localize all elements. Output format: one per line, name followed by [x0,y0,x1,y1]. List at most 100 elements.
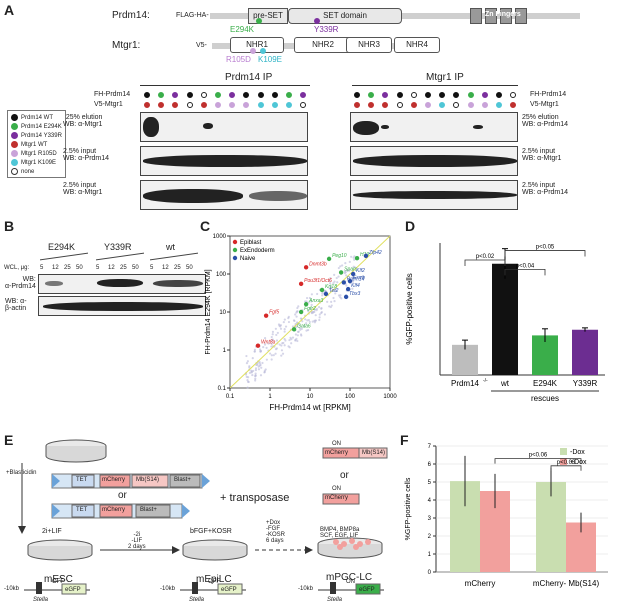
scatter-bg-point [283,330,286,333]
nhr1-domain: NHR1 [230,37,284,53]
lane-dot [410,92,417,98]
d-pvalue: p<0.02 [476,254,495,260]
scatter-bg-point [295,325,298,329]
scatter-bg-point [246,386,249,389]
d-category-label: wt [500,379,510,388]
scatter-bg-point [246,360,249,363]
f-legend-swatch [560,448,567,455]
blot-label-right-3: 2.5% input WB: α-Prdm14 [522,182,569,196]
scatter-bg-point [309,307,312,310]
scatter-bg-point [336,281,339,284]
scatter-ylabel: FH-Prdm14 E294K [RPKM] [205,269,212,354]
e-mb-1: Mb(S14) [136,477,160,483]
legend-a-dot [11,159,18,166]
mtgr1-ip-title: Mtgr1 IP [426,72,464,83]
lane-dot [354,92,360,98]
lane-dot [410,102,417,108]
scatter-bg-point [270,358,273,361]
legend-a-label: Prdm14 E294K [21,124,62,131]
scatter-bg-point [294,313,297,316]
scatter-bg-point [282,321,285,324]
scatter-bg-point [353,255,356,258]
panel-a-legend: Prdm14 WT Prdm14 E294K Prdm14 Y339R Mtgr1 W… [7,110,66,178]
panel-label-c: C [200,218,211,234]
scatter-bg-point [280,344,283,347]
scatter-point-label: Peg10 [332,253,347,259]
scatter-xlabel: FH-Prdm14 wt [RPKM] [269,403,350,412]
scatter-bg-point [271,330,275,333]
legend-a-item: none [11,168,34,175]
legend-a-item: Mtgr1 R105D [11,150,57,157]
e-egfp-1: eGFP [65,587,81,593]
scatter-bg-point [248,371,252,374]
e-step2b: bFGF+KOSR [190,528,232,535]
scatter-bg-point [257,368,261,371]
e-on-top-1: ON [332,441,341,447]
scatter-point [298,281,304,287]
scatter-bg-point [259,374,263,377]
legend-a-dot [11,132,18,139]
scatter-bg-point [270,342,273,346]
e294k-label: E294K [230,25,255,34]
mtgr1-ip-line [352,85,518,86]
scatter-bg-point [287,320,291,324]
e-mcherry-top-1: mCherry [325,450,349,456]
scatter-bg-point [281,352,285,355]
scatter-point [350,271,356,277]
scatter-point [354,256,360,261]
legend-a-dot [11,168,18,175]
scatter-bg-point [279,327,283,330]
e-or-1: or [118,490,127,501]
scatter-bg-point [279,324,282,327]
scatter-bg-point [344,262,347,265]
e-tet-1: TET [76,477,88,483]
e-blast-1: Blast+ [174,477,191,483]
scatter-bg-point [316,292,319,296]
scatter-bg-point [296,306,299,310]
scatter-bg-point [329,285,333,288]
scatter-bg-point [304,318,307,321]
legend-a-dot [11,114,18,121]
f-category-label: mCherry- Mb(S14) [533,579,600,588]
f-ylabel: %GFP-positive cells [405,477,412,540]
scatter-bg-point [265,346,268,349]
e-egfp-3: eGFP [359,587,375,593]
scatter-point-label: Anxa3 [308,298,323,304]
scatter-bg-point [351,277,354,280]
y-tick-label: 100 [216,272,227,278]
blot-label-right-2: 2.5% input WB: α-Mtgr1 [522,148,562,162]
scatter-legend-dot [232,255,238,261]
scatter-bg-point [278,343,281,346]
d-pvalue: p<0.05 [536,245,555,251]
scatter-bg-point [304,300,307,303]
d-rescues-label: rescues [531,394,559,403]
identity-line [229,235,391,389]
d-category-label: E294K [533,379,558,388]
lane-dot [425,102,431,108]
e-off-1: OFF [52,579,64,585]
lane-dot [172,92,179,98]
lane-dot [425,92,431,98]
scatter-legend-dot [232,247,238,253]
scatter-bg-point [348,260,351,263]
lane-dot [186,92,193,98]
scatter-bg-point [295,315,298,318]
scatter-bg-point [270,335,273,339]
scatter-bg-point [262,346,265,349]
bar-chart-d: %GFP-positive cells Prdm14 wt E294K Y339R -/-… [405,243,605,403]
scatter-bg-point [296,330,300,333]
row-label-v5-left: V5-Mtgr1 [94,101,123,108]
scatter-bg-point [271,333,274,336]
scatter-bg-point [314,314,317,317]
f-bar [536,482,566,572]
d-category-label: Prdm14 [451,379,480,388]
lane-dot [382,92,389,98]
row-label-v5-right: V5-Mtgr1 [530,101,559,108]
lane-dot [453,102,460,108]
scatter-point [363,253,369,259]
scatter-bg-point [321,292,324,295]
scatter-bg-point [311,320,314,323]
e-blasticidin: +Blasticidin [6,470,37,476]
scatter-point [323,291,329,297]
scatter-bg-point [337,294,341,297]
